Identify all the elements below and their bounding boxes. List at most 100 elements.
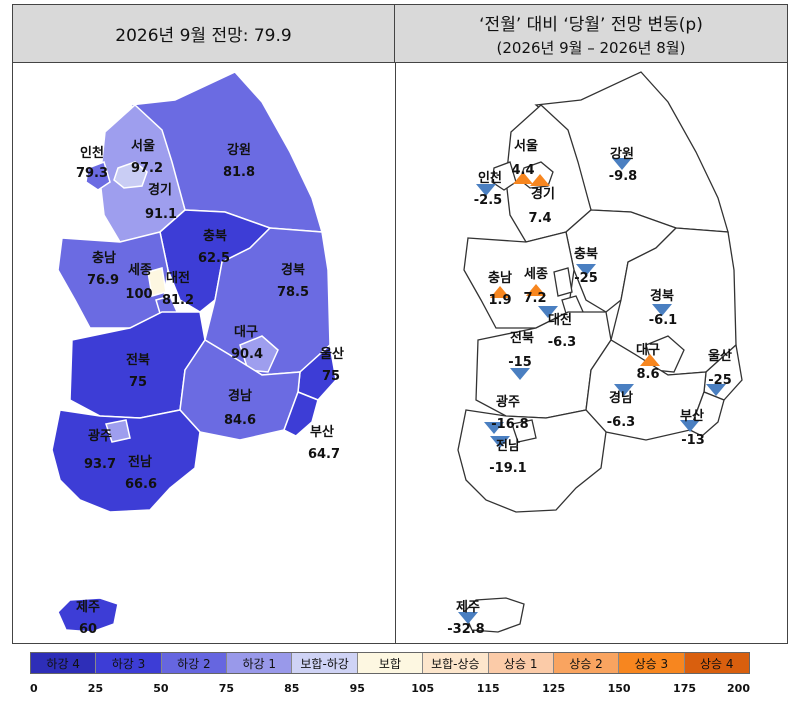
label-jeonnam-name: 전남 (128, 454, 152, 470)
legend-segment: 상승 2 (553, 653, 620, 673)
rlabel-jeju-value: -32.8 (447, 622, 484, 637)
up-arrow-icon (490, 286, 510, 298)
region-sejong (147, 267, 167, 297)
rlabel-seoul-name: 서울 (514, 138, 538, 154)
legend-tick-label: 75 (218, 682, 235, 695)
label-seoul-value: 97.2 (131, 161, 163, 176)
label-seoul-name: 서울 (131, 138, 155, 154)
rlabel-sejong-value: 7.2 (523, 291, 546, 306)
label-ulsan-name: 울산 (320, 346, 344, 362)
legend-segment: 하강 4 (31, 653, 97, 673)
legend-tick-label: 0 (30, 682, 38, 695)
label-gyeongbuk-value: 78.5 (277, 285, 309, 300)
rlabel-jeju-name: 제주 (456, 600, 480, 615)
up-arrow-icon (526, 284, 546, 296)
rlabel-chungbuk-name: 충북 (574, 246, 598, 262)
rlabel-gangwon-value: -9.8 (609, 169, 637, 184)
label-chungnam-name: 충남 (92, 250, 116, 266)
rlabel-jeonbuk-value: -15 (508, 355, 532, 370)
down-arrow-icon (612, 158, 632, 170)
label-jeonnam-value: 66.6 (125, 477, 157, 492)
legend-tick-label: 115 (476, 682, 500, 695)
legend-tick-label: 200 (727, 682, 750, 695)
region-jeonnam (51, 409, 201, 513)
rlabel-incheon-value: -2.5 (474, 193, 502, 208)
label-chungbuk-name: 충북 (203, 228, 227, 244)
left-map-title: 2026년 9월 전망: 79.9 (13, 5, 395, 63)
rlabel-chungnam-value: 1.9 (488, 293, 511, 308)
label-jeonbuk-name: 전북 (126, 352, 150, 368)
rlabel-incheon-name: 인천 (478, 170, 502, 186)
rlabel-gyeongnam-value: -6.3 (607, 415, 635, 430)
label-chungnam-value: 76.9 (87, 273, 119, 288)
legend-tick-label: 150 (607, 682, 631, 695)
region-seoul (113, 161, 148, 189)
label-gyeongbuk-name: 경북 (281, 262, 305, 278)
region-gwangju (105, 419, 131, 443)
right-map-title-line2: (2026년 9월 – 2026년 8월) (496, 38, 686, 57)
region-incheon (85, 161, 111, 191)
down-arrow-icon (538, 306, 558, 318)
label-gyeonggi-value: 91.1 (145, 207, 177, 222)
label-gangwon-name: 강원 (227, 142, 251, 158)
label-sejong-value: 100 (125, 287, 152, 302)
label-gwangju-name: 광주 (88, 429, 112, 444)
rlabel-gyeongnam-name: 경남 (609, 390, 633, 406)
panel-divider (395, 63, 396, 643)
rlabel-ulsan-name: 울산 (708, 348, 732, 364)
down-arrow-icon (652, 304, 672, 316)
legend-bar: 하강 4 하강 3 하강 2 하강 1 보합-하강 보합 보합-상승 상승 1 상승 2 상승 3… (30, 652, 750, 674)
region-busan (283, 391, 319, 437)
label-sejong-name: 세종 (128, 263, 152, 278)
outline-sejong (553, 267, 573, 297)
outline-incheon (491, 161, 517, 191)
rlabel-chungnam-name: 충남 (488, 270, 512, 286)
label-daejeon-value: 81.2 (162, 293, 194, 308)
down-arrow-icon (614, 384, 634, 396)
rlabel-jeonbuk-name: 전북 (510, 330, 534, 346)
down-arrow-icon (706, 384, 726, 396)
label-chungbuk-value: 62.5 (198, 251, 230, 266)
label-jeju-value: 60 (79, 622, 97, 637)
legend-segment: 보합 (357, 653, 424, 673)
legend-tick-label: 85 (284, 682, 300, 695)
right-map-title: ‘전월’ 대비 ‘당월’ 전망 변동(p) (2026년 9월 – 2026년 … (395, 5, 787, 63)
label-daegu-name: 대구 (234, 325, 258, 340)
label-busan-name: 부산 (310, 424, 334, 440)
legend-ticks: 0 25 50 75 85 95 105 115 125 150 175 200 (30, 682, 750, 698)
label-gyeongnam-name: 경남 (228, 388, 252, 404)
down-arrow-icon (576, 264, 596, 276)
legend-segment: 상승 3 (619, 653, 685, 673)
label-gyeonggi-name: 경기 (148, 182, 172, 198)
rlabel-gwangju-name: 광주 (496, 395, 520, 410)
down-arrow-icon (510, 368, 530, 380)
legend-segment: 보합-상승 (423, 653, 489, 673)
label-incheon-value: 79.3 (76, 166, 108, 181)
map-panel-frame: 2026년 9월 전망: 79.9 ‘전월’ 대비 ‘당월’ 전망 변동(p) … (12, 4, 788, 644)
legend-tick-label: 175 (673, 682, 697, 695)
legend-tick-label: 50 (153, 682, 169, 695)
outline-jeonnam (457, 409, 607, 513)
down-arrow-icon (680, 420, 700, 432)
down-arrow-icon (490, 436, 510, 448)
rlabel-daejeon-value: -6.3 (548, 335, 576, 350)
rlabel-jeonnam-name: 전남 (496, 438, 520, 454)
rlabel-gyeongbuk-name: 경북 (650, 288, 674, 304)
label-jeonbuk-value: 75 (129, 375, 147, 390)
label-incheon-name: 인천 (80, 145, 104, 161)
change-markers (458, 158, 726, 624)
rlabel-chungbuk-value: -25 (574, 271, 598, 286)
rlabel-gwangju-value: -16.8 (491, 417, 528, 432)
down-arrow-icon (476, 184, 496, 196)
up-arrow-icon (640, 354, 660, 366)
label-gyeongnam-value: 84.6 (224, 413, 256, 428)
label-ulsan-value: 75 (322, 369, 340, 384)
rlabel-busan-name: 부산 (680, 408, 704, 424)
label-daejeon-name: 대전 (166, 270, 190, 286)
rlabel-ulsan-value: -25 (708, 373, 732, 388)
right-map-title-line1: ‘전월’ 대비 ‘당월’ 전망 변동(p) (479, 14, 703, 35)
left-map-title-text: 2026년 9월 전망: 79.9 (115, 26, 292, 46)
rlabel-busan-value: -13 (681, 433, 705, 448)
